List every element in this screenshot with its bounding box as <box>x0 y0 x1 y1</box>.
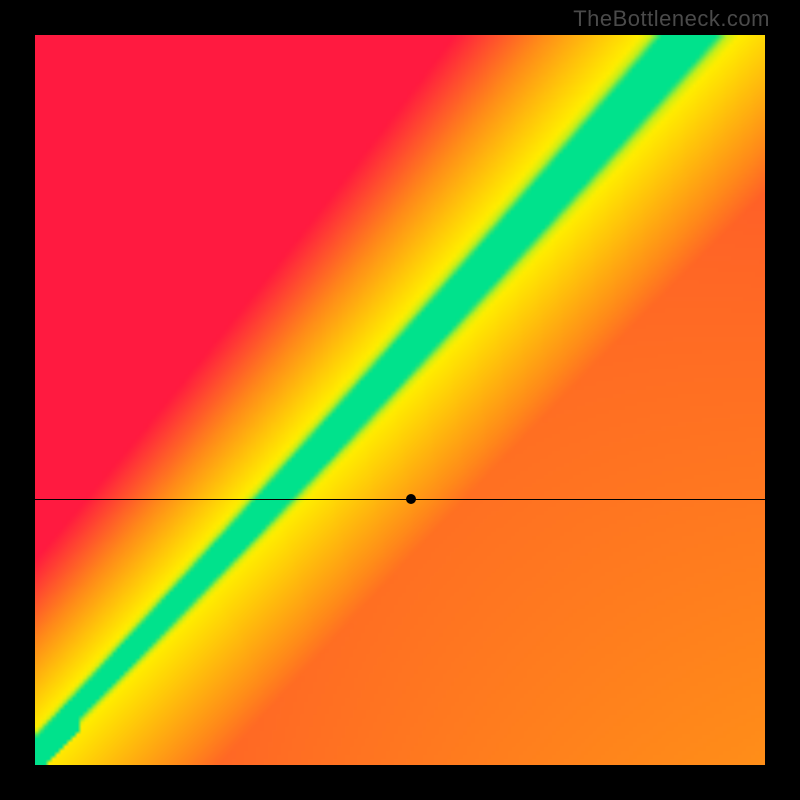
crosshair-horizontal <box>35 499 765 500</box>
watermark-text: TheBottleneck.com <box>573 6 770 32</box>
heatmap-plot <box>35 35 765 765</box>
heatmap-canvas <box>35 35 765 765</box>
crosshair-marker-dot <box>406 494 416 504</box>
